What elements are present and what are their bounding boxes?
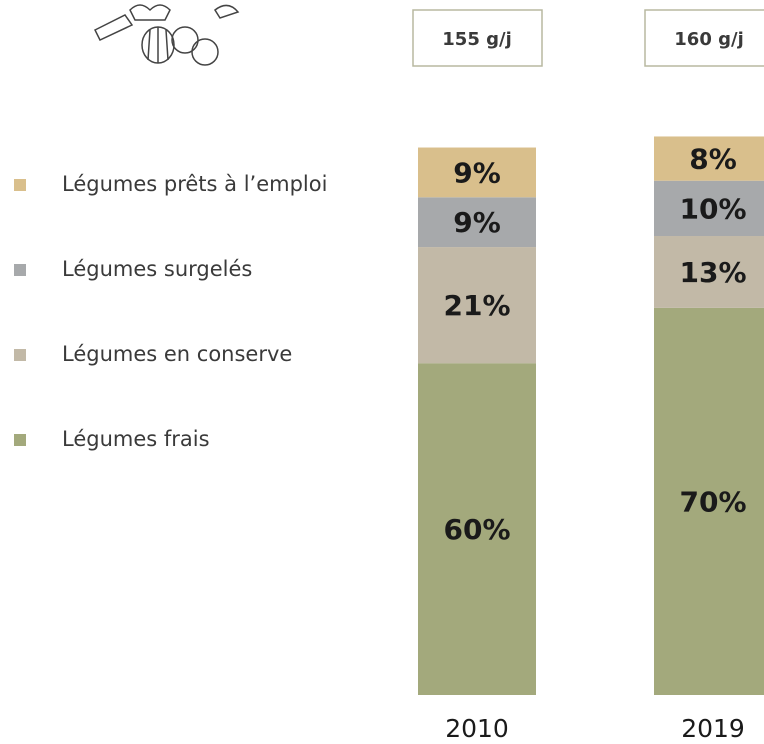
value-label: 9% [453,156,501,189]
legend-label: Légumes en conserve [62,342,292,366]
value-label: 9% [453,206,501,239]
legend-swatch [14,264,26,276]
total-label: 160 g/j [674,29,743,50]
value-label: 70% [679,485,746,518]
x-tick-label: 2010 [445,714,509,743]
chart: Légumes frais Légumes en conserve Légumes … [0,0,764,744]
legend-label: Légumes surgelés [62,257,252,281]
legend-swatch [14,179,26,191]
legend-label: Légumes frais [62,427,210,451]
value-label: 21% [443,289,510,322]
x-tick-label: 2019 [681,714,745,743]
legend-swatch [14,434,26,446]
total-label: 155 g/j [442,29,511,50]
value-label: 8% [689,143,737,176]
value-label: 13% [679,256,746,289]
legend-swatch [14,349,26,361]
vegetable-illustration [95,5,238,65]
value-label: 10% [679,192,746,225]
value-label: 60% [443,513,510,546]
legend-label: Légumes prêts à l’emploi [62,172,327,196]
